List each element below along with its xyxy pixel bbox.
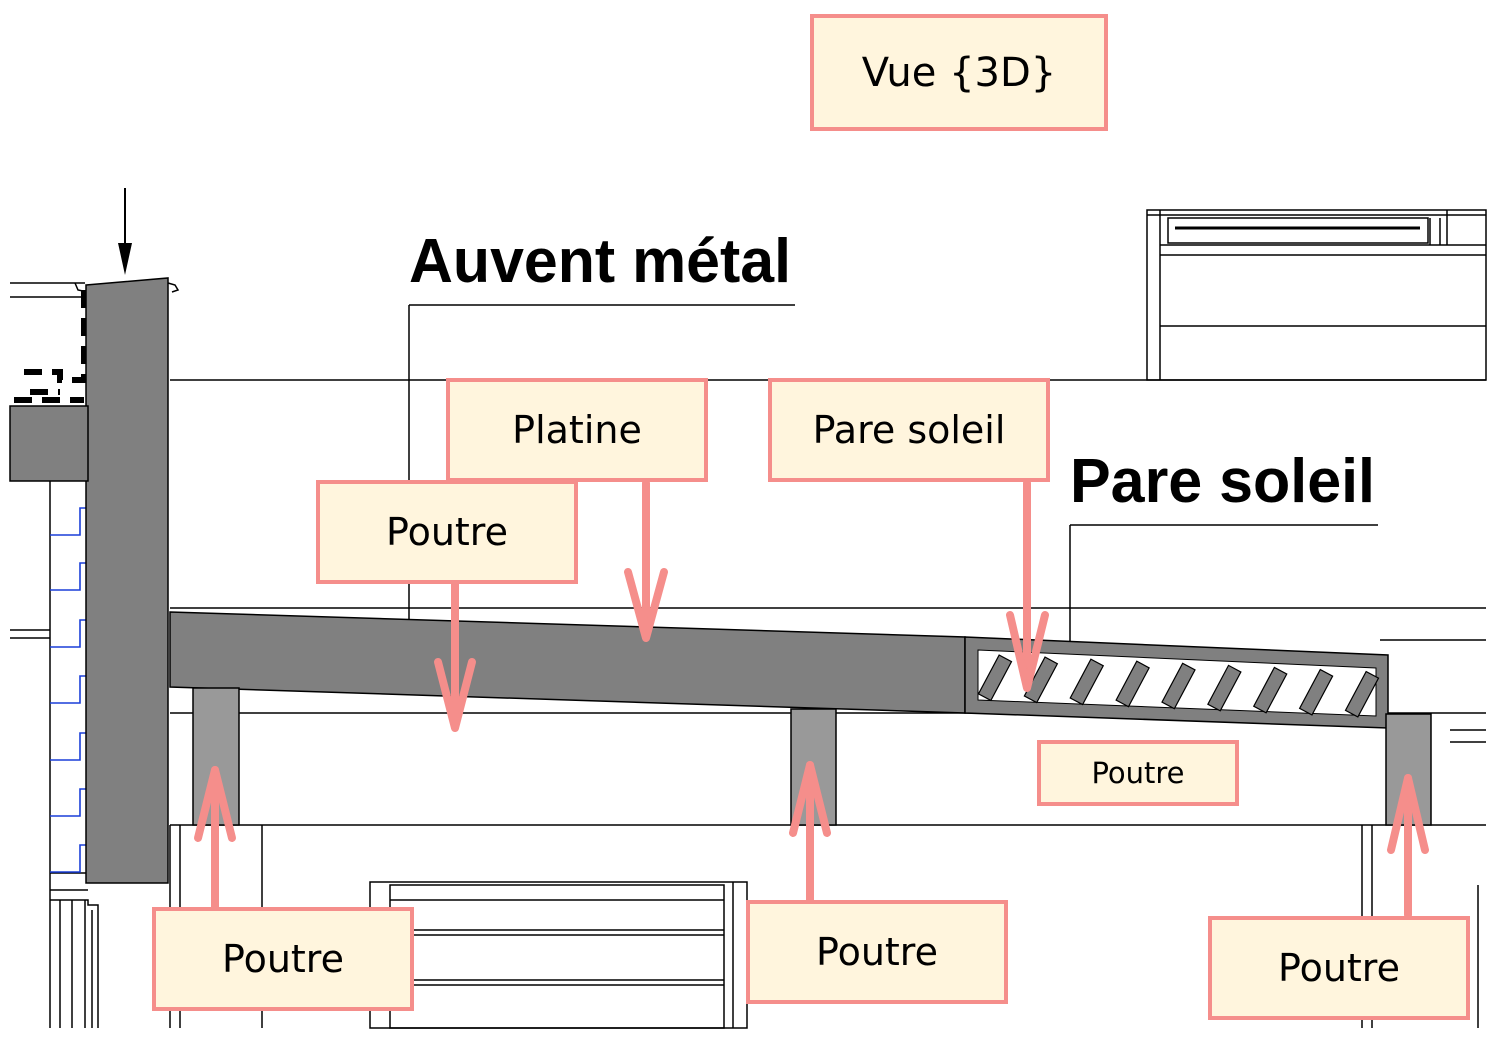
sunshade-title: Pare soleil: [1070, 447, 1375, 516]
support-beams: [192, 687, 1432, 826]
wall-column: [9, 277, 169, 884]
awning-beam: [169, 611, 966, 714]
view-label: Vue {3D}: [810, 14, 1108, 131]
arrow-down-icon-sunshade: [1006, 479, 1049, 692]
callout-arrows: [194, 479, 1429, 919]
arrow-down-icon-plate: [624, 479, 668, 642]
louvre-slat: [1069, 658, 1105, 706]
louvre-slat: [1115, 660, 1150, 708]
sunshade-louvres: [964, 636, 1389, 729]
wall-blue-pattern-icon: [50, 507, 86, 873]
level-arrow-icon: [118, 188, 132, 275]
louvre-slat: [1344, 670, 1380, 718]
callout-plate: Platine: [446, 378, 708, 482]
callout-sunshade: Pare soleil: [768, 378, 1050, 482]
callout-beam-bottom-right: Poutre: [1208, 916, 1470, 1020]
arrow-down-icon-beam-top: [434, 579, 476, 732]
arrow-up-icon-beam-right: [1387, 774, 1429, 919]
louvre-slat: [977, 654, 1013, 702]
insulation-dashed-icon: [14, 290, 87, 403]
callout-beam-bottom-middle: Poutre: [746, 900, 1008, 1004]
awning-title: Auvent métal: [409, 227, 791, 296]
louvre-slat: [1207, 664, 1242, 712]
arrow-up-icon-beam-left: [194, 766, 236, 911]
louvre-slat: [1161, 662, 1196, 710]
arrow-up-icon-beam-middle: [789, 761, 831, 904]
louvre-slat: [1023, 656, 1059, 704]
callout-beam-small: Poutre: [1037, 740, 1239, 806]
callout-beam-bottom-left: Poutre: [152, 907, 414, 1011]
callout-beam-top: Poutre: [316, 480, 578, 584]
louvre-slat: [1298, 668, 1334, 716]
louvre-slat: [1252, 666, 1288, 714]
